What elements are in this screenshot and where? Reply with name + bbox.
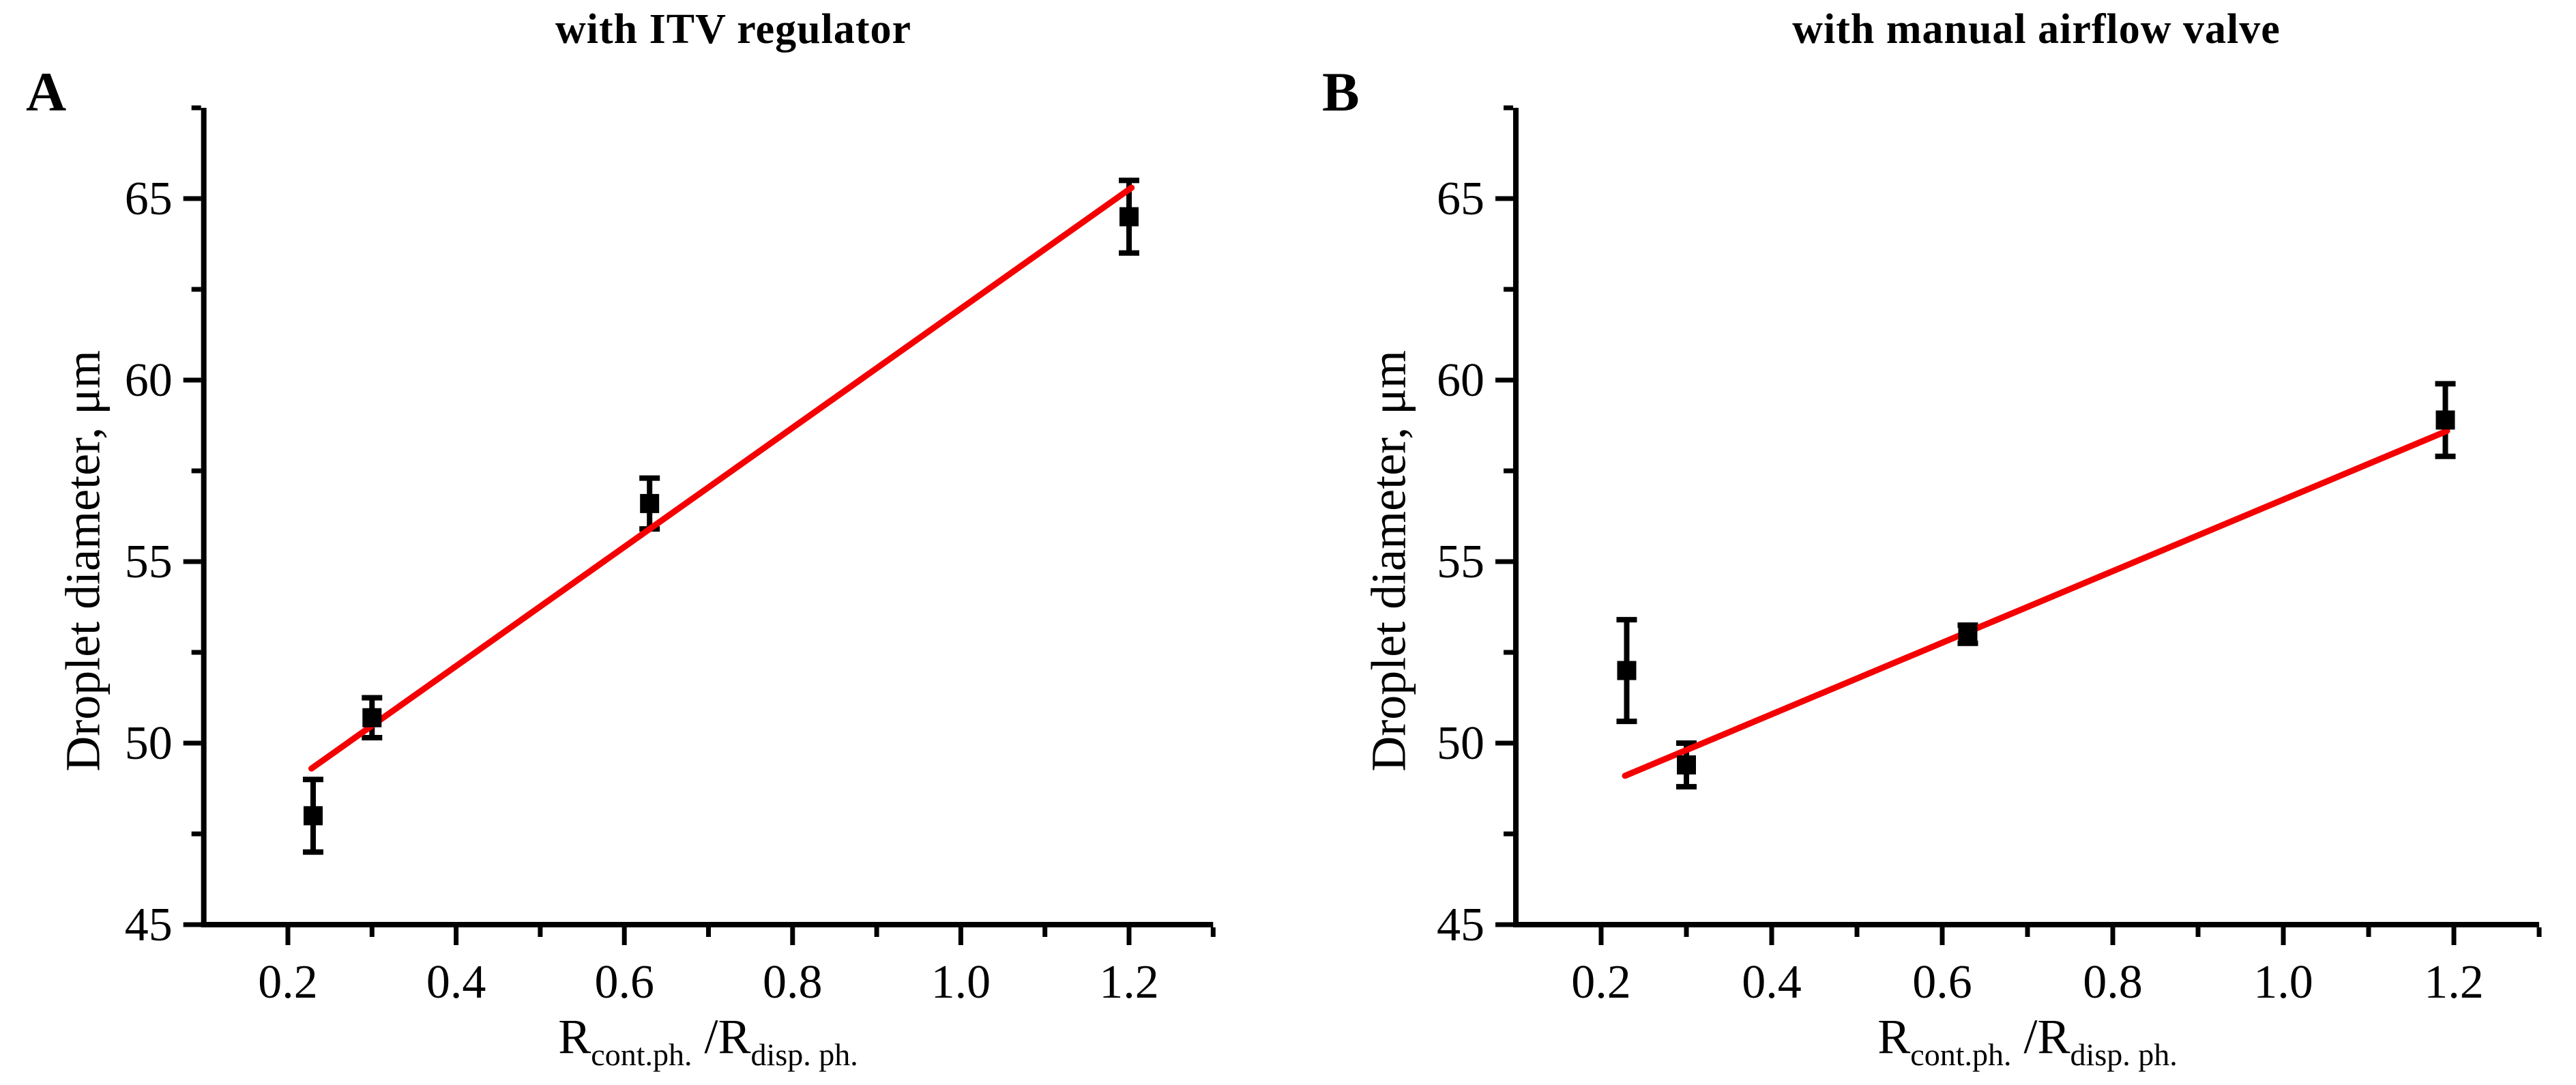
panel-a-x-tick-label: 0.4 <box>426 956 486 1009</box>
panel-b-data-point-marker <box>1677 755 1696 775</box>
x-title-base-2: /R <box>692 1009 751 1064</box>
x-title-sub-1: cont.ph. <box>1910 1037 2012 1072</box>
panel-b-fit-line <box>1622 427 2450 779</box>
panel-a-x-tick-label: 0.2 <box>258 956 318 1009</box>
x-title-sub-2: disp. ph. <box>2070 1037 2178 1072</box>
panel-a-data-point-marker <box>362 708 382 727</box>
panel-a-y-axis-title: Droplet diameter, μm <box>55 350 111 772</box>
x-title-sub-2: disp. ph. <box>750 1037 858 1072</box>
panel-a-x-axis-title: Rcont.ph. /Rdisp. ph. <box>558 1009 858 1071</box>
panel-b-data-point-marker <box>2435 410 2455 430</box>
panel-b-x-tick-label: 0.2 <box>1571 956 1631 1009</box>
panel-b-y-tick-label: 55 <box>1437 536 1484 588</box>
panel-b-x-tick-label: 0.8 <box>2083 956 2143 1009</box>
panel-b-x-axis-title: Rcont.ph. /Rdisp. ph. <box>1877 1009 2177 1071</box>
panel-a-data-point-marker <box>303 806 323 826</box>
panel-b-y-tick-label: 60 <box>1437 354 1484 407</box>
panel-b-x-tick-label: 0.4 <box>1742 956 1802 1009</box>
x-title-base-2: /R <box>2011 1009 2070 1064</box>
x-title-base-1: R <box>558 1009 591 1064</box>
panel-b-data-point-marker <box>1617 661 1637 680</box>
panel-a-y-tick-label: 65 <box>125 173 173 225</box>
panel-a-y-tick-label: 60 <box>125 354 173 407</box>
panel-b-x-tick-label: 1.2 <box>2424 956 2484 1009</box>
panel-a-data-point-marker <box>640 493 660 513</box>
panel-a-letter: A <box>26 61 67 123</box>
panel-b-y-tick-label: 50 <box>1437 717 1484 770</box>
panel-b-y-tick-label: 65 <box>1437 173 1484 225</box>
panel-b-y-axis-title: Droplet diameter, μm <box>1361 350 1416 772</box>
panel-a-fit-line <box>308 184 1135 772</box>
panel-a-x-tick-label: 0.6 <box>594 956 654 1009</box>
panel-b-y-tick-label: 45 <box>1437 899 1484 951</box>
panel-a-title: with ITV regulator <box>555 6 912 53</box>
panel-a-y-tick-label: 55 <box>125 536 173 588</box>
x-title-sub-1: cont.ph. <box>591 1037 692 1072</box>
panel-a-x-tick-label: 1.2 <box>1099 956 1159 1009</box>
panel-b-x-tick-label: 1.0 <box>2253 956 2313 1009</box>
panel-b-letter: B <box>1322 61 1360 123</box>
x-title-base-1: R <box>1877 1009 1911 1064</box>
panel-a-x-tick-label: 0.8 <box>763 956 823 1009</box>
panel-b-data-point-marker <box>1958 624 1978 644</box>
panel-b-x-tick-label: 0.6 <box>1912 956 1972 1009</box>
panel-a-x-tick-label: 1.0 <box>931 956 991 1009</box>
panel-a-data-point-marker <box>1119 207 1139 227</box>
panel-b-title: with manual airflow valve <box>1792 6 2281 53</box>
panel-a-y-tick-label: 50 <box>125 717 173 770</box>
panel-a-y-tick-label: 45 <box>125 899 173 951</box>
